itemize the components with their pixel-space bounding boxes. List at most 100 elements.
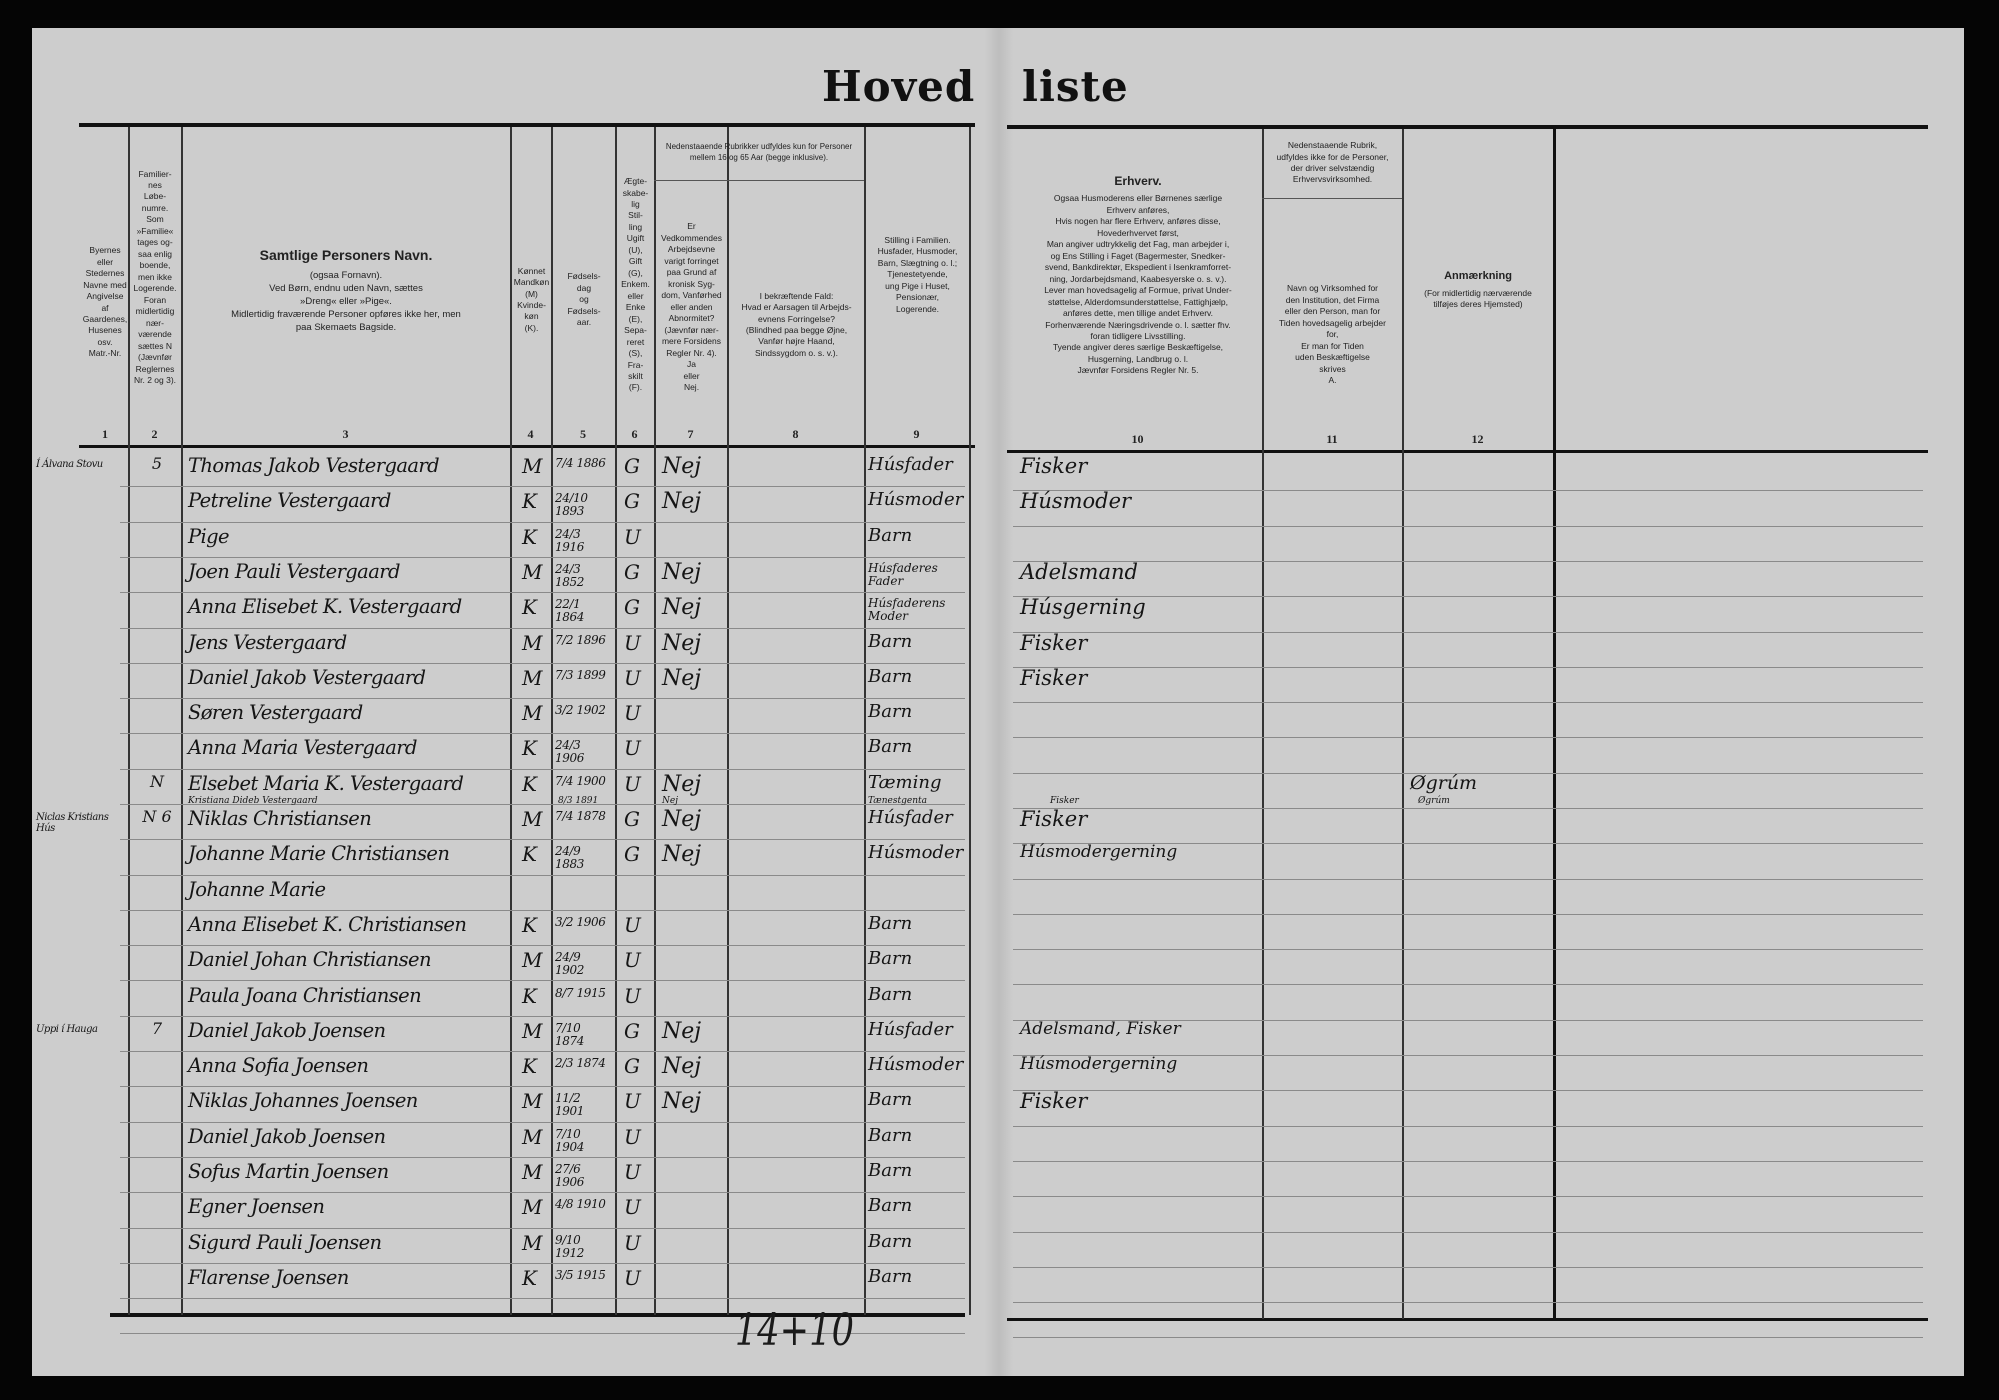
header-text: evnens Forringelse? — [757, 313, 835, 324]
header-text: uden Beskæftigelse — [1295, 352, 1370, 363]
row-line — [120, 1122, 965, 1123]
row-line — [120, 804, 965, 805]
header-text: Logerende. — [895, 303, 939, 314]
header-text: tages og- — [137, 237, 173, 248]
header-text: (E), — [628, 313, 643, 324]
header-text: Erhvervsvirksomhed. — [1292, 174, 1373, 185]
person-name: Sigurd Pauli Joensen — [188, 1231, 382, 1254]
family-position: Barn — [868, 631, 913, 652]
header-top-rule-right — [1007, 125, 1928, 129]
occupation: Húsmodergerning — [1020, 842, 1178, 862]
person-name: Elsebet Maria K. Vestergaard — [188, 772, 464, 795]
row-line — [1013, 808, 1923, 809]
family-position: Barn — [868, 701, 913, 722]
column-number-3: 3 — [342, 427, 349, 441]
occupation: Fisker — [1020, 631, 1088, 655]
person-name: Daniel Jakob Joensen — [188, 1125, 386, 1148]
occupation: Adelsmand, Fisker — [1020, 1019, 1181, 1039]
row-line — [1013, 1090, 1923, 1091]
work-ability: Nej — [662, 595, 702, 620]
header-col12-line: (For midlertidig nærværende — [1424, 287, 1532, 298]
row-line — [120, 698, 965, 699]
person-name: Søren Vestergaard — [188, 701, 363, 724]
header-text: lig — [631, 198, 640, 209]
header-text: reret — [626, 336, 645, 347]
column-number-6: 6 — [631, 427, 638, 441]
header-text: saa enlig — [137, 248, 173, 259]
row-line — [1013, 1020, 1923, 1021]
header-col3-line: paa Skemaets Bagside. — [295, 321, 397, 333]
sub-birth-date: 8/3 1891 — [558, 796, 599, 806]
header-text: Vedkommendes — [661, 232, 722, 243]
header-text: (Blindhed paa begge Øjne, — [745, 325, 848, 335]
header-text: (U), — [628, 244, 643, 255]
family-number: N — [150, 772, 164, 791]
work-ability: Nej — [662, 1054, 702, 1079]
footer-rule-right — [1007, 1318, 1928, 1321]
header-bottom-rule-right — [1007, 450, 1928, 453]
row-line — [1013, 1267, 1923, 1268]
birth-date: 24/9 1902 — [555, 950, 584, 977]
work-ability: Nej — [662, 772, 702, 797]
header-text: skilt — [628, 371, 643, 382]
sex: K — [522, 736, 537, 760]
person-name: Johanne Marie Christiansen — [188, 842, 450, 865]
marital-status: G — [624, 454, 640, 478]
row-line — [1013, 1126, 1923, 1127]
family-number: N 6 — [142, 807, 172, 826]
column-number-11: 11 — [1326, 432, 1338, 446]
row-line — [1013, 490, 1923, 491]
marital-status: U — [624, 1089, 641, 1113]
header-col2: Familier-nes Løbe-numre. Som »Familie« tages… — [130, 130, 180, 425]
header-text: Stedernes — [85, 268, 125, 279]
header-text: Reglernes — [135, 363, 175, 374]
header-text: Fødsels- — [567, 305, 601, 316]
header-col10-line: ning, Jordarbejdsmand, Kaabesyerske o. s… — [1049, 273, 1227, 284]
row-line — [1013, 561, 1923, 562]
sex: M — [522, 454, 543, 478]
sub-occupation: Fisker — [1050, 796, 1079, 806]
family-position: Barn — [868, 913, 913, 934]
marital-status: U — [624, 666, 641, 690]
sex: K — [522, 1054, 537, 1078]
person-name: Thomas Jakob Vestergaard — [188, 454, 440, 477]
header-text: Arbejdsevne — [667, 244, 716, 255]
column-number-9: 9 — [913, 427, 920, 441]
sex: M — [522, 1231, 543, 1255]
column-number-4: 4 — [527, 427, 534, 441]
birth-date: 11/2 1901 — [555, 1091, 584, 1118]
header-text: Som — [146, 214, 164, 225]
row-line — [1013, 879, 1923, 880]
family-position: Barn — [868, 525, 913, 546]
occupation: Fisker — [1020, 1089, 1088, 1113]
header-text: dag — [576, 282, 592, 293]
birth-date: 24/10 1893 — [555, 491, 588, 518]
birth-date: 7/4 1900 — [555, 774, 606, 788]
row-line — [1013, 1055, 1923, 1056]
header-text: Vanfør højre Haand, — [758, 336, 835, 347]
column-divider — [864, 127, 866, 1315]
header-text: Navn og Virksomhed for — [1286, 283, 1379, 294]
header-col6: Ægte-skabe-lig Stil-ling Ugift (U), Gift (G),… — [617, 150, 654, 420]
header-text: (Jævnfør nær- — [664, 324, 719, 335]
row-line — [120, 522, 965, 523]
header-col10-line: Hvis nogen har flere Erhverv, anføres di… — [1055, 216, 1221, 227]
family-position: Húsfader — [868, 807, 953, 828]
marital-status: U — [624, 1266, 641, 1290]
column-number-10: 10 — [1131, 432, 1144, 446]
sex: K — [522, 525, 537, 549]
header-col10-line: Hovederhvervet først, — [1097, 227, 1179, 238]
header-text: midlertidig — [135, 306, 175, 317]
header-text: Hvad er Aarsagen til Arbejds- — [741, 302, 852, 313]
remark: Øgrúm — [1410, 772, 1478, 794]
birth-date: 3/5 1915 — [555, 1268, 606, 1282]
row-line — [120, 1298, 965, 1299]
header-text: Er — [687, 221, 696, 232]
header-text: skrives — [1319, 363, 1346, 374]
row-line — [1013, 773, 1923, 774]
header-text: Abnormitet? — [668, 313, 715, 324]
birth-date: 7/4 1886 — [555, 456, 606, 470]
column-number-1: 1 — [102, 427, 108, 441]
row-line — [1013, 632, 1923, 633]
header-col10-line: svend, Bankdirektør, Ekspedient i Isenkr… — [1044, 262, 1232, 273]
